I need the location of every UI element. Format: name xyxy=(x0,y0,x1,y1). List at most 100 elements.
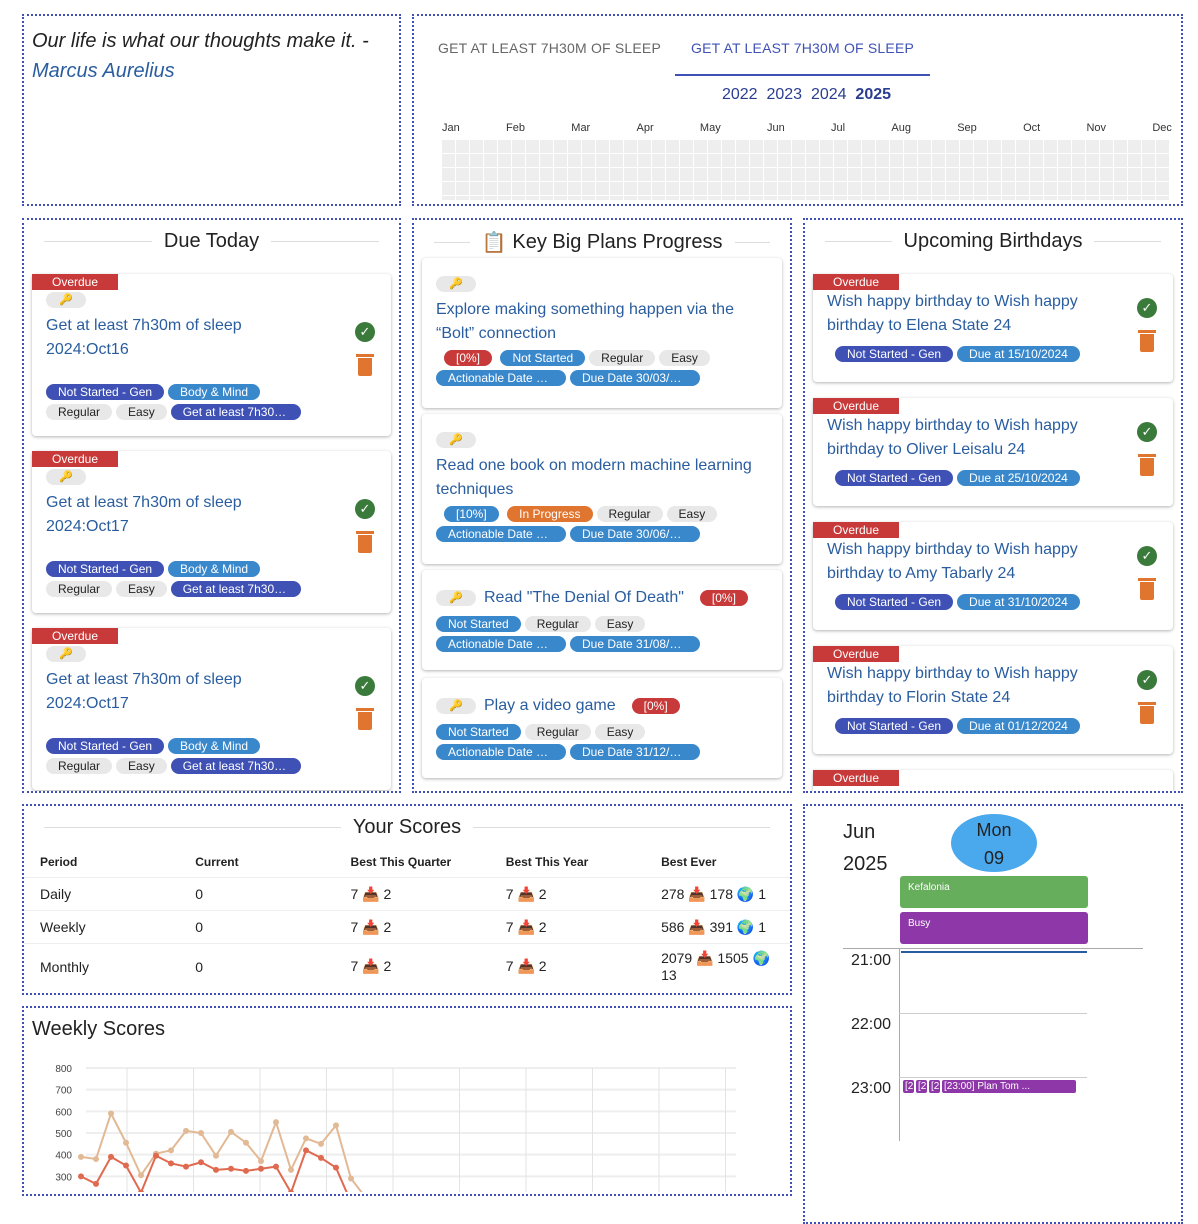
heatmap-cell xyxy=(1044,168,1057,181)
complete-check-icon[interactable]: ✓ xyxy=(1137,422,1157,442)
birthday-title[interactable]: Wish happy birthday to Wish happy birthd… xyxy=(827,541,1078,582)
year-2023[interactable]: 2023 xyxy=(766,86,803,103)
all-day-event-kefalonia[interactable]: Kefalonia xyxy=(900,876,1088,908)
heatmap-cell xyxy=(988,182,1001,195)
month-labels: Jan Feb Mar Apr May Jun Jul Aug Sep Oct Nov Dec xyxy=(442,122,1172,134)
plan-title[interactable]: Read "The Denial Of Death" xyxy=(484,589,684,606)
weekly-scores-chart: 800700600500400300200 xyxy=(55,1064,736,1192)
data-point xyxy=(78,1153,84,1160)
calendar-event[interactable]: [2 xyxy=(915,1079,928,1094)
heatmap-cell xyxy=(1044,154,1057,167)
heatmap-cell xyxy=(1142,196,1155,200)
heatmap-cell xyxy=(792,182,805,195)
task-title[interactable]: Get at least 7h30m of sleep 2024:Oct16 xyxy=(46,317,242,358)
plan-chip: Easy xyxy=(594,616,646,632)
calendar-event[interactable]: [23:00] Plan Tom ... xyxy=(941,1079,1077,1094)
heatmap-cell xyxy=(512,168,525,181)
complete-check-icon[interactable]: ✓ xyxy=(355,322,375,342)
data-point xyxy=(108,1110,114,1117)
heatmap-cell xyxy=(722,182,735,195)
plan-title[interactable]: Explore making something happen via the … xyxy=(436,301,734,342)
year-2024[interactable]: 2024 xyxy=(810,86,847,103)
heatmap-cell xyxy=(1030,154,1043,167)
complete-check-icon[interactable]: ✓ xyxy=(1137,298,1157,318)
birthday-title[interactable]: Wish happy birthday to Wish happy birthd… xyxy=(827,665,1078,706)
tab-habit-1[interactable]: GET AT LEAST 7H30M OF SLEEP xyxy=(438,40,662,56)
data-point xyxy=(303,1135,309,1142)
complete-check-icon[interactable]: ✓ xyxy=(1137,546,1157,566)
complete-check-icon[interactable]: ✓ xyxy=(355,676,375,696)
birthday-title[interactable]: Wish happy birthday to Wish happy birthd… xyxy=(827,293,1078,334)
heatmap-cell xyxy=(1114,168,1127,181)
heatmap-cell xyxy=(1128,168,1141,181)
heatmap-cell xyxy=(1072,140,1085,153)
task-chip: Regular xyxy=(46,581,113,597)
birthday-card[interactable]: Overdue Wish happy birthday to Wish happ… xyxy=(813,522,1173,630)
big-plan-card[interactable]: 🔑 Read one book on modern machine learnin… xyxy=(422,414,782,564)
heatmap-cell xyxy=(540,196,553,200)
calendar-event[interactable]: [2 xyxy=(902,1079,915,1094)
calendar-event[interactable]: [2 xyxy=(928,1079,941,1094)
trash-icon[interactable] xyxy=(1138,702,1156,724)
plan-chip: Regular xyxy=(524,616,591,632)
plan-title[interactable]: Read one book on modern machine learning… xyxy=(436,457,752,498)
y-tick-label: 400 xyxy=(55,1151,72,1162)
heatmap-cell xyxy=(610,182,623,195)
score-cell: 7 📥 2 xyxy=(489,910,646,944)
plan-title[interactable]: Play a video game xyxy=(484,697,616,714)
heatmap-cell xyxy=(1156,154,1169,167)
tab-habit-2[interactable]: GET AT LEAST 7H30M OF SLEEP xyxy=(675,16,931,76)
complete-check-icon[interactable]: ✓ xyxy=(1137,670,1157,690)
day-badge[interactable]: Mon 09 xyxy=(951,814,1037,872)
heatmap-cell xyxy=(778,182,791,195)
heatmap-cell xyxy=(1156,182,1169,195)
trash-icon[interactable] xyxy=(1138,454,1156,476)
year-2022[interactable]: 2022 xyxy=(721,86,758,103)
column-header: Best This Year xyxy=(505,855,589,869)
heatmap-cell xyxy=(890,168,903,181)
big-plans-title: 📋 Key Big Plans Progress xyxy=(422,230,782,255)
big-plan-card[interactable]: 🔑 Read "The Denial Of Death" [0%] Not Star… xyxy=(422,570,782,670)
complete-check-icon[interactable]: ✓ xyxy=(355,499,375,519)
column-header: Period xyxy=(40,855,78,869)
due-chip: Due at 31/10/2024 xyxy=(957,594,1080,610)
birthday-card[interactable]: Overdue xyxy=(813,770,1173,791)
actionable-date-chip: Actionable Date … xyxy=(436,744,566,760)
heatmap-cell xyxy=(974,196,987,200)
timed-events: [2 [2 [2 [23:00] Plan Tom ... xyxy=(902,1079,1077,1094)
due-task-card[interactable]: Overdue 🔑 Get at least 7h30m of sleep 20… xyxy=(32,274,391,436)
all-day-event-busy[interactable]: Busy xyxy=(900,912,1088,944)
data-point xyxy=(138,1189,144,1192)
series-line xyxy=(80,1110,363,1192)
birthday-card[interactable]: Overdue Wish happy birthday to Wish happ… xyxy=(813,274,1173,382)
data-point xyxy=(183,1163,189,1170)
quote-author[interactable]: Marcus Aurelius xyxy=(32,60,175,82)
task-chip: Not Started - Gen xyxy=(46,738,165,754)
heatmap-cell xyxy=(1016,182,1029,195)
due-task-card[interactable]: Overdue 🔑 Get at least 7h30m of sleep 20… xyxy=(32,628,391,790)
year-2025[interactable]: 2025 xyxy=(855,86,892,103)
heatmap-cell xyxy=(1002,140,1015,153)
trash-icon[interactable] xyxy=(356,531,374,553)
big-plan-card[interactable]: 🔑 Explore making something happen via the… xyxy=(422,258,782,408)
trash-icon[interactable] xyxy=(1138,578,1156,600)
birthday-card[interactable]: Overdue Wish happy birthday to Wish happ… xyxy=(813,398,1173,506)
birthday-title[interactable]: Wish happy birthday to Wish happy birthd… xyxy=(827,417,1078,458)
birthday-card[interactable]: Overdue Wish happy birthday to Wish happ… xyxy=(813,646,1173,754)
trash-icon[interactable] xyxy=(356,708,374,730)
hour-21: 21:00 xyxy=(851,952,892,969)
heatmap-cell xyxy=(554,140,567,153)
heatmap-cell xyxy=(470,168,483,181)
task-title[interactable]: Get at least 7h30m of sleep 2024:Oct17 xyxy=(46,494,242,535)
trash-icon[interactable] xyxy=(356,354,374,376)
big-plan-card[interactable]: 🔑 Play a video game [0%] Not Started Regula… xyxy=(422,678,782,778)
score-cell: 586 📥 391 🌍 1 xyxy=(645,910,790,944)
data-point xyxy=(123,1139,129,1146)
task-title[interactable]: Get at least 7h30m of sleep 2024:Oct17 xyxy=(46,671,242,712)
heatmap-cell xyxy=(680,140,693,153)
due-task-card[interactable]: Overdue 🔑 Get at least 7h30m of sleep 20… xyxy=(32,451,391,613)
trash-icon[interactable] xyxy=(1138,330,1156,352)
score-cell: 7 📥 2 xyxy=(334,943,490,989)
progress-chip: [0%] xyxy=(699,590,748,606)
plan-chip: Easy xyxy=(666,506,718,522)
